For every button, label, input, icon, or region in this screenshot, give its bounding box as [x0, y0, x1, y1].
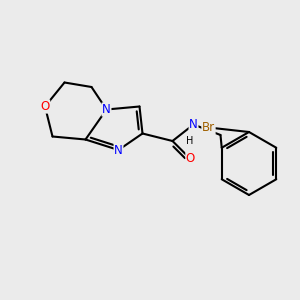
Text: O: O	[186, 152, 195, 166]
Text: N: N	[102, 103, 111, 116]
Text: N: N	[114, 143, 123, 157]
Text: H: H	[186, 136, 194, 146]
Text: Br: Br	[202, 121, 215, 134]
Text: O: O	[40, 100, 50, 113]
Text: N: N	[189, 118, 198, 131]
